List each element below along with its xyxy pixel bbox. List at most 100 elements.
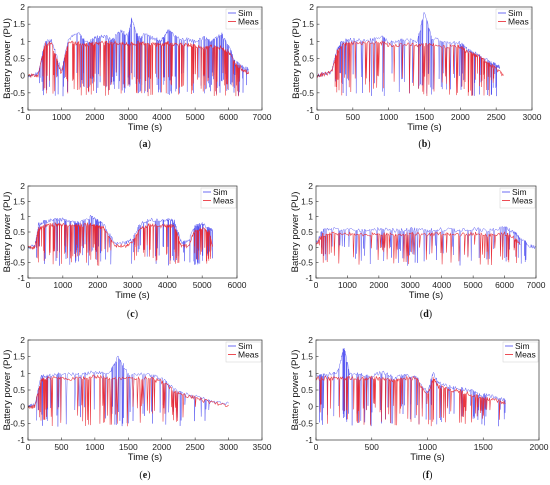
x-tick-label: 2000 (451, 112, 470, 122)
x-tick-label: 500 (346, 112, 360, 122)
y-tick-label: -0.5 (10, 88, 25, 98)
y-tick-label: 0.5 (302, 54, 314, 64)
legend-label: Sim (213, 187, 228, 197)
y-axis-label: Battery power (PU) (2, 18, 13, 99)
x-axis-label: Time (s) (128, 452, 162, 463)
x-tick-label: 2000 (369, 280, 388, 290)
x-tick-label: 3000 (123, 280, 142, 290)
x-tick-label: 4000 (152, 112, 171, 122)
chart-panel: -1 -0.5 0 0.5 1 1.5 2 0 500 1000 1500 2000 2500 3000 T… (291, 2, 542, 150)
x-tick-label: 4000 (158, 280, 177, 290)
chart-panel: -1 -0.5 0 0.5 1 1.5 2 0 1000 2000 3000 4000 5000 6000… (2, 181, 247, 320)
x-tick-label: 5000 (186, 112, 205, 122)
y-tick-label: 2 (309, 2, 314, 12)
x-tick-label: 1000 (53, 280, 72, 290)
x-tick-label: 7000 (527, 280, 546, 290)
x-tick-label: 6000 (228, 280, 247, 290)
caption-open: ( (418, 139, 422, 150)
caption-close: ) (147, 470, 150, 481)
caption-open: ( (422, 470, 426, 481)
legend-label: Sim (512, 187, 527, 197)
x-tick-label: 0 (26, 112, 31, 122)
x-axis-label: Time (s) (409, 290, 443, 301)
y-axis-label: Battery power (PU) (291, 18, 302, 99)
caption-letter: a (143, 139, 148, 150)
series-line-meas (317, 40, 504, 97)
caption-close: ) (429, 309, 432, 320)
y-tick-label: -0.5 (298, 258, 313, 268)
legend-box (502, 341, 539, 363)
series-line-sim (28, 214, 213, 266)
x-tick-label: 0 (315, 112, 320, 122)
x-tick-label: 3000 (523, 112, 542, 122)
legend-box (200, 187, 237, 209)
y-tick-label: -1 (305, 435, 313, 445)
series-line-meas (316, 231, 521, 266)
y-tick-label: -1 (305, 273, 313, 283)
x-tick-label: 0 (26, 442, 31, 452)
x-tick-label: 3000 (219, 442, 238, 452)
y-tick-label: -1 (17, 435, 25, 445)
series-line-sim (316, 225, 536, 266)
y-tick-label: 2 (20, 2, 25, 12)
legend-label: Sim (238, 8, 253, 18)
y-tick-label: 1 (20, 368, 25, 378)
y-axis-label: Battery power (PU) (2, 350, 13, 431)
y-tick-label: 1 (20, 212, 25, 222)
x-tick-label: 5000 (193, 280, 212, 290)
caption-open: ( (139, 139, 143, 150)
y-tick-label: 1.5 (13, 196, 25, 206)
legend-label: Sim (515, 341, 530, 351)
panel-caption: (f) (422, 470, 432, 481)
legend-box (499, 187, 536, 209)
x-tick-label: 500 (54, 442, 68, 452)
y-axis-label: Battery power (PU) (290, 192, 301, 273)
x-tick-label: 2000 (85, 112, 104, 122)
chart-panel: -1 -0.5 0 0.5 1 1.5 2 0 1000 2000 3000 4000 5000 6000… (290, 181, 546, 320)
x-tick-label: 1000 (418, 442, 437, 452)
y-tick-label: 0 (309, 71, 314, 81)
caption-open: ( (127, 309, 131, 320)
x-tick-label: 0 (26, 280, 31, 290)
x-axis-label: Time (s) (410, 452, 444, 463)
x-axis-label: Time (s) (115, 290, 149, 301)
x-tick-label: 1500 (415, 112, 434, 122)
caption-close: ) (148, 139, 151, 150)
caption-open: ( (139, 470, 143, 481)
chart-panel: -1 -0.5 0 0.5 1 1.5 2 0 1000 2000 3000 4000 5000 6000… (2, 2, 272, 150)
legend-label: Meas (213, 196, 234, 206)
x-tick-label: 6000 (219, 112, 238, 122)
y-tick-label: 1 (308, 212, 313, 222)
x-tick-label: 1000 (379, 112, 398, 122)
chart-panel: -1 -0.5 0 0.5 1 1.5 2 0 500 1000 1500 2000 Time (s) B… (290, 335, 549, 481)
panel-caption: (c) (127, 309, 138, 320)
legend-label: Meas (515, 350, 536, 360)
y-tick-label: 1.5 (302, 19, 314, 29)
x-tick-label: 2000 (530, 442, 549, 452)
y-tick-label: -0.5 (10, 258, 25, 268)
x-tick-label: 1000 (338, 280, 357, 290)
x-tick-label: 0 (314, 442, 319, 452)
x-tick-label: 500 (365, 442, 379, 452)
legend-box (495, 8, 532, 30)
y-tick-label: 0 (20, 71, 25, 81)
legend-label: Meas (508, 17, 529, 27)
x-tick-label: 2500 (487, 112, 506, 122)
x-tick-label: 4000 (432, 280, 451, 290)
legend-label: Sim (238, 341, 253, 351)
plot-area (316, 347, 506, 427)
y-tick-label: 2 (308, 181, 313, 191)
x-tick-label: 2000 (88, 280, 107, 290)
x-tick-label: 2000 (152, 442, 171, 452)
x-tick-label: 3000 (119, 112, 138, 122)
y-tick-label: -0.5 (298, 418, 313, 428)
y-tick-label: 2 (308, 335, 313, 345)
caption-letter: c (130, 309, 135, 320)
plot-area (28, 355, 229, 427)
x-tick-label: 6000 (495, 280, 514, 290)
caption-open: ( (420, 309, 424, 320)
